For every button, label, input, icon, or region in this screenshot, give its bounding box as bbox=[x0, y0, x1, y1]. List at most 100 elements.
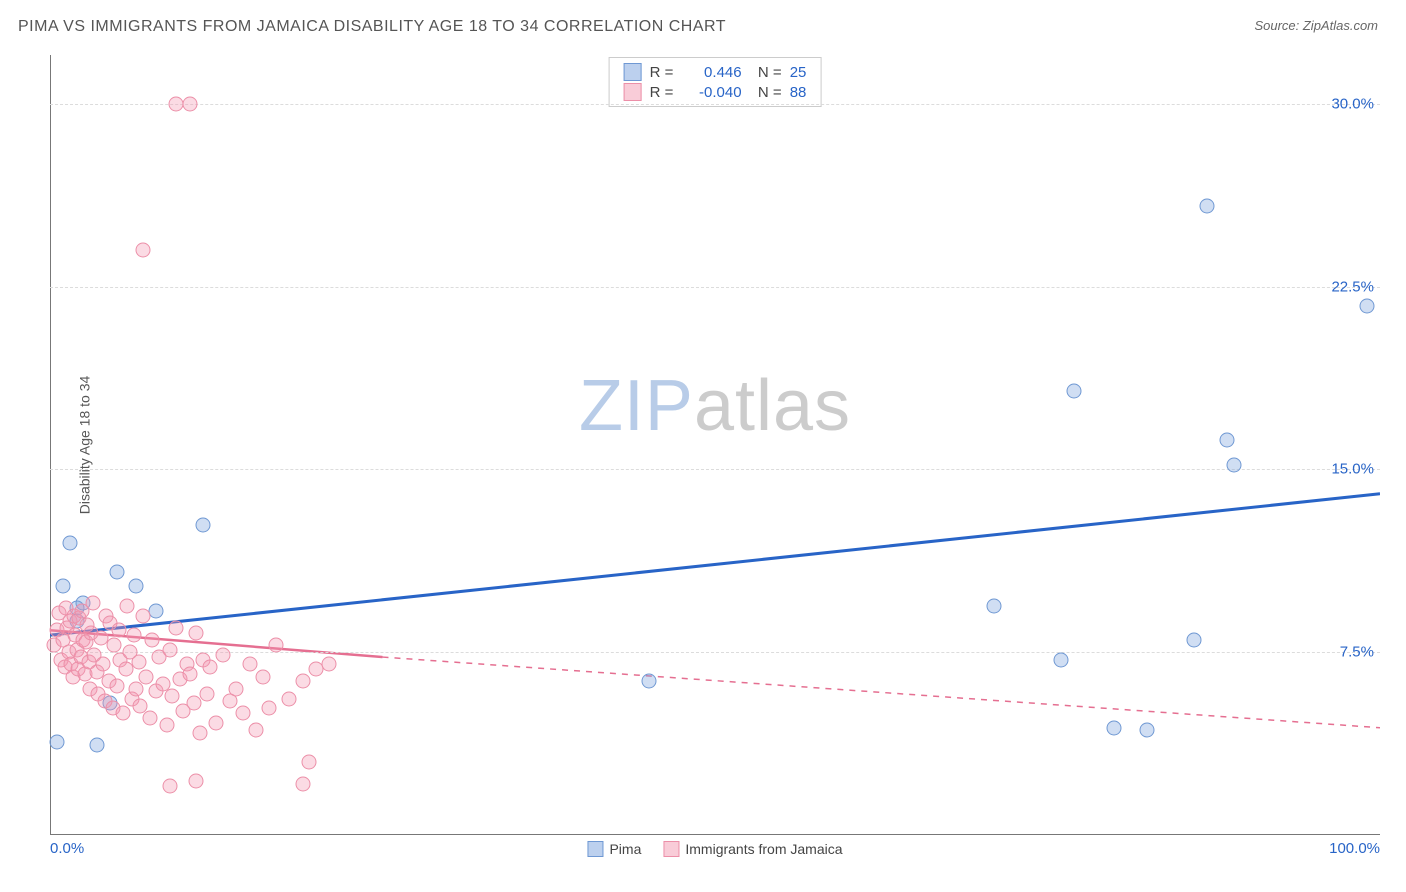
watermark-zip: ZIP bbox=[579, 366, 694, 446]
legend-row-pima: R = 0.446 N = 25 bbox=[624, 62, 807, 82]
data-point bbox=[112, 623, 127, 638]
source-attribution: Source: ZipAtlas.com bbox=[1254, 18, 1378, 33]
data-point bbox=[138, 669, 153, 684]
chart-title: PIMA VS IMMIGRANTS FROM JAMAICA DISABILI… bbox=[18, 18, 726, 36]
gridline bbox=[50, 104, 1380, 105]
series-legend: Pima Immigrants from Jamaica bbox=[587, 841, 842, 857]
data-point bbox=[249, 723, 264, 738]
data-point bbox=[1220, 433, 1235, 448]
data-point bbox=[109, 564, 124, 579]
swatch-blue bbox=[624, 63, 642, 81]
gridline bbox=[50, 652, 1380, 653]
data-point bbox=[242, 657, 257, 672]
data-point bbox=[182, 667, 197, 682]
correlation-legend: R = 0.446 N = 25 R = -0.040 N = 88 bbox=[609, 57, 822, 107]
data-point bbox=[120, 598, 135, 613]
data-point bbox=[322, 657, 337, 672]
data-point bbox=[189, 625, 204, 640]
data-point bbox=[56, 579, 71, 594]
trendlines-svg bbox=[50, 55, 1380, 835]
data-point bbox=[49, 735, 64, 750]
legend-n-value-pima: 25 bbox=[790, 64, 807, 81]
x-tick-label: 0.0% bbox=[50, 840, 84, 857]
data-point bbox=[149, 603, 164, 618]
y-tick-label: 15.0% bbox=[1331, 461, 1374, 478]
data-point bbox=[199, 686, 214, 701]
data-point bbox=[62, 535, 77, 550]
data-point bbox=[160, 718, 175, 733]
data-point bbox=[215, 647, 230, 662]
data-point bbox=[193, 725, 208, 740]
legend-n-value-jamaica: 88 bbox=[790, 84, 807, 101]
y-axis bbox=[50, 55, 51, 835]
data-point bbox=[195, 518, 210, 533]
data-point bbox=[1107, 720, 1122, 735]
legend-r-value-pima: 0.446 bbox=[686, 64, 742, 81]
data-point bbox=[295, 776, 310, 791]
data-point bbox=[189, 774, 204, 789]
data-point bbox=[282, 691, 297, 706]
x-axis bbox=[50, 834, 1380, 835]
gridline bbox=[50, 287, 1380, 288]
legend-label-jamaica: Immigrants from Jamaica bbox=[685, 841, 842, 857]
data-point bbox=[1067, 384, 1082, 399]
data-point bbox=[1053, 652, 1068, 667]
legend-r-label: R = bbox=[650, 64, 678, 81]
data-point bbox=[229, 681, 244, 696]
y-tick-label: 22.5% bbox=[1331, 278, 1374, 295]
chart-area: Disability Age 18 to 34 ZIPatlas R = 0.4… bbox=[50, 55, 1380, 835]
swatch-pink bbox=[663, 841, 679, 857]
y-tick-label: 7.5% bbox=[1340, 644, 1374, 661]
data-point bbox=[169, 620, 184, 635]
data-point bbox=[202, 659, 217, 674]
data-point bbox=[641, 674, 656, 689]
y-tick-label: 30.0% bbox=[1331, 95, 1374, 112]
data-point bbox=[116, 706, 131, 721]
data-point bbox=[987, 598, 1002, 613]
legend-n-label: N = bbox=[750, 64, 782, 81]
scatter-plot: ZIPatlas R = 0.446 N = 25 R = -0.040 N =… bbox=[50, 55, 1380, 835]
data-point bbox=[262, 701, 277, 716]
data-point bbox=[235, 706, 250, 721]
data-point bbox=[1359, 299, 1374, 314]
legend-item-pima: Pima bbox=[587, 841, 641, 857]
swatch-pink bbox=[624, 83, 642, 101]
data-point bbox=[136, 608, 151, 623]
legend-label-pima: Pima bbox=[609, 841, 641, 857]
data-point bbox=[1186, 633, 1201, 648]
data-point bbox=[162, 642, 177, 657]
watermark-atlas: atlas bbox=[694, 366, 851, 446]
data-point bbox=[136, 243, 151, 258]
swatch-blue bbox=[587, 841, 603, 857]
data-point bbox=[96, 657, 111, 672]
data-point bbox=[126, 628, 141, 643]
legend-item-jamaica: Immigrants from Jamaica bbox=[663, 841, 842, 857]
data-point bbox=[182, 96, 197, 111]
data-point bbox=[1226, 457, 1241, 472]
legend-row-jamaica: R = -0.040 N = 88 bbox=[624, 82, 807, 102]
gridline bbox=[50, 469, 1380, 470]
data-point bbox=[269, 637, 284, 652]
legend-r-label: R = bbox=[650, 84, 678, 101]
data-point bbox=[132, 654, 147, 669]
chart-header: PIMA VS IMMIGRANTS FROM JAMAICA DISABILI… bbox=[0, 0, 1406, 44]
data-point bbox=[129, 579, 144, 594]
data-point bbox=[162, 779, 177, 794]
x-tick-label: 100.0% bbox=[1329, 840, 1380, 857]
data-point bbox=[295, 674, 310, 689]
data-point bbox=[106, 637, 121, 652]
data-point bbox=[1140, 723, 1155, 738]
data-point bbox=[129, 681, 144, 696]
data-point bbox=[142, 711, 157, 726]
legend-n-label: N = bbox=[750, 84, 782, 101]
data-point bbox=[1200, 199, 1215, 214]
watermark: ZIPatlas bbox=[579, 365, 851, 447]
data-point bbox=[186, 696, 201, 711]
data-point bbox=[85, 596, 100, 611]
data-point bbox=[89, 737, 104, 752]
data-point bbox=[302, 754, 317, 769]
data-point bbox=[109, 679, 124, 694]
legend-r-value-jamaica: -0.040 bbox=[686, 84, 742, 101]
data-point bbox=[255, 669, 270, 684]
data-point bbox=[209, 715, 224, 730]
